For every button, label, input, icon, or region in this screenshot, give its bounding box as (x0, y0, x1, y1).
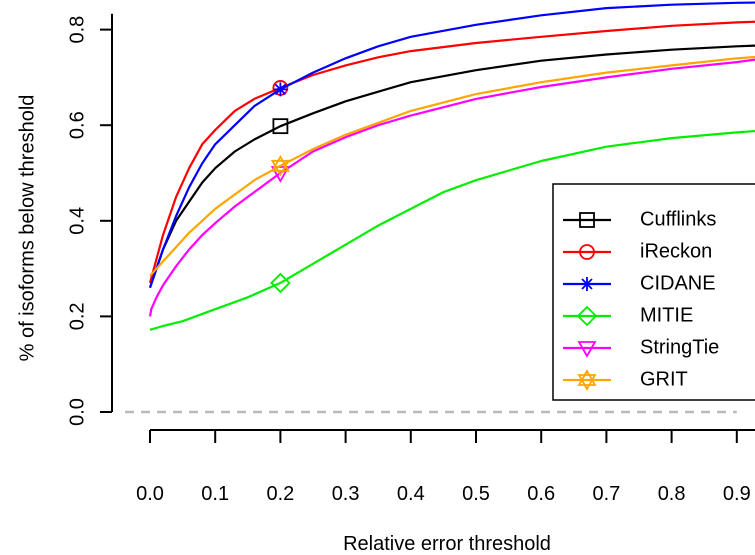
legend-item: iReckon (563, 240, 712, 262)
x-ticks: 0.0 0.1 0.2 0.3 0.4 0.5 0.6 0.7 0.8 0.9 (136, 430, 751, 505)
legend-label: MITIE (640, 304, 693, 326)
axes-layer (111, 13, 755, 431)
x-tick-label: 0.3 (332, 483, 360, 505)
legend: Cufflinks iReckon CIDANE MITIE StringTie GRIT (552, 183, 755, 401)
series-marker (577, 341, 597, 358)
series-line (148, 44, 755, 289)
series-marker (577, 369, 597, 391)
y-tick-label: 0.6 (66, 111, 88, 139)
legend-item: CIDANE (563, 272, 716, 294)
series-line (148, 58, 755, 317)
series-marker (579, 244, 595, 260)
series-marker (272, 118, 289, 135)
legend-item: GRIT (563, 368, 688, 391)
legend-item: MITIE (563, 304, 693, 326)
series-cidane (148, 1, 755, 289)
y-tick-label: 0.4 (66, 207, 88, 235)
series-cufflinks (148, 44, 755, 289)
y-axis-label: % of isoforms below threshold (16, 95, 38, 362)
series-marker (270, 155, 290, 177)
series-marker (580, 277, 594, 291)
x-tick-label: 0.8 (658, 483, 686, 505)
x-tick-label: 0.9 (723, 483, 751, 505)
series-marker (579, 212, 595, 228)
y-ticks: 0.0 0.2 0.4 0.6 0.8 (66, 16, 112, 426)
series-marker (273, 82, 288, 97)
x-tick-label: 0.6 (527, 483, 555, 505)
x-tick-label: 0.2 (266, 483, 294, 505)
legend-label: CIDANE (640, 272, 716, 294)
series-marker (270, 272, 291, 294)
y-tick-label: 0.8 (66, 16, 88, 44)
legend-label: Cufflinks (640, 208, 716, 230)
legend-label: StringTie (640, 336, 719, 358)
x-tick-label: 0.1 (201, 483, 229, 505)
x-axis-label: Relative error threshold (343, 533, 551, 555)
series-line (148, 1, 755, 289)
series-layer (148, 1, 755, 331)
x-tick-label: 0.0 (136, 483, 164, 505)
series-line (149, 129, 755, 331)
legend-item: Cufflinks (563, 208, 716, 230)
legend-label: GRIT (640, 368, 688, 390)
legend-item: StringTie (563, 336, 719, 358)
y-tick-label: 0.2 (66, 302, 88, 330)
series-line (149, 55, 755, 277)
x-tick-label: 0.7 (592, 483, 620, 505)
series-mitie (149, 129, 755, 331)
x-tick-label: 0.4 (397, 483, 425, 505)
series-grit (149, 55, 755, 277)
x-tick-label: 0.5 (462, 483, 490, 505)
series-marker (576, 305, 598, 327)
y-tick-label: 0.0 (66, 398, 88, 426)
legend-label: iReckon (640, 240, 712, 262)
